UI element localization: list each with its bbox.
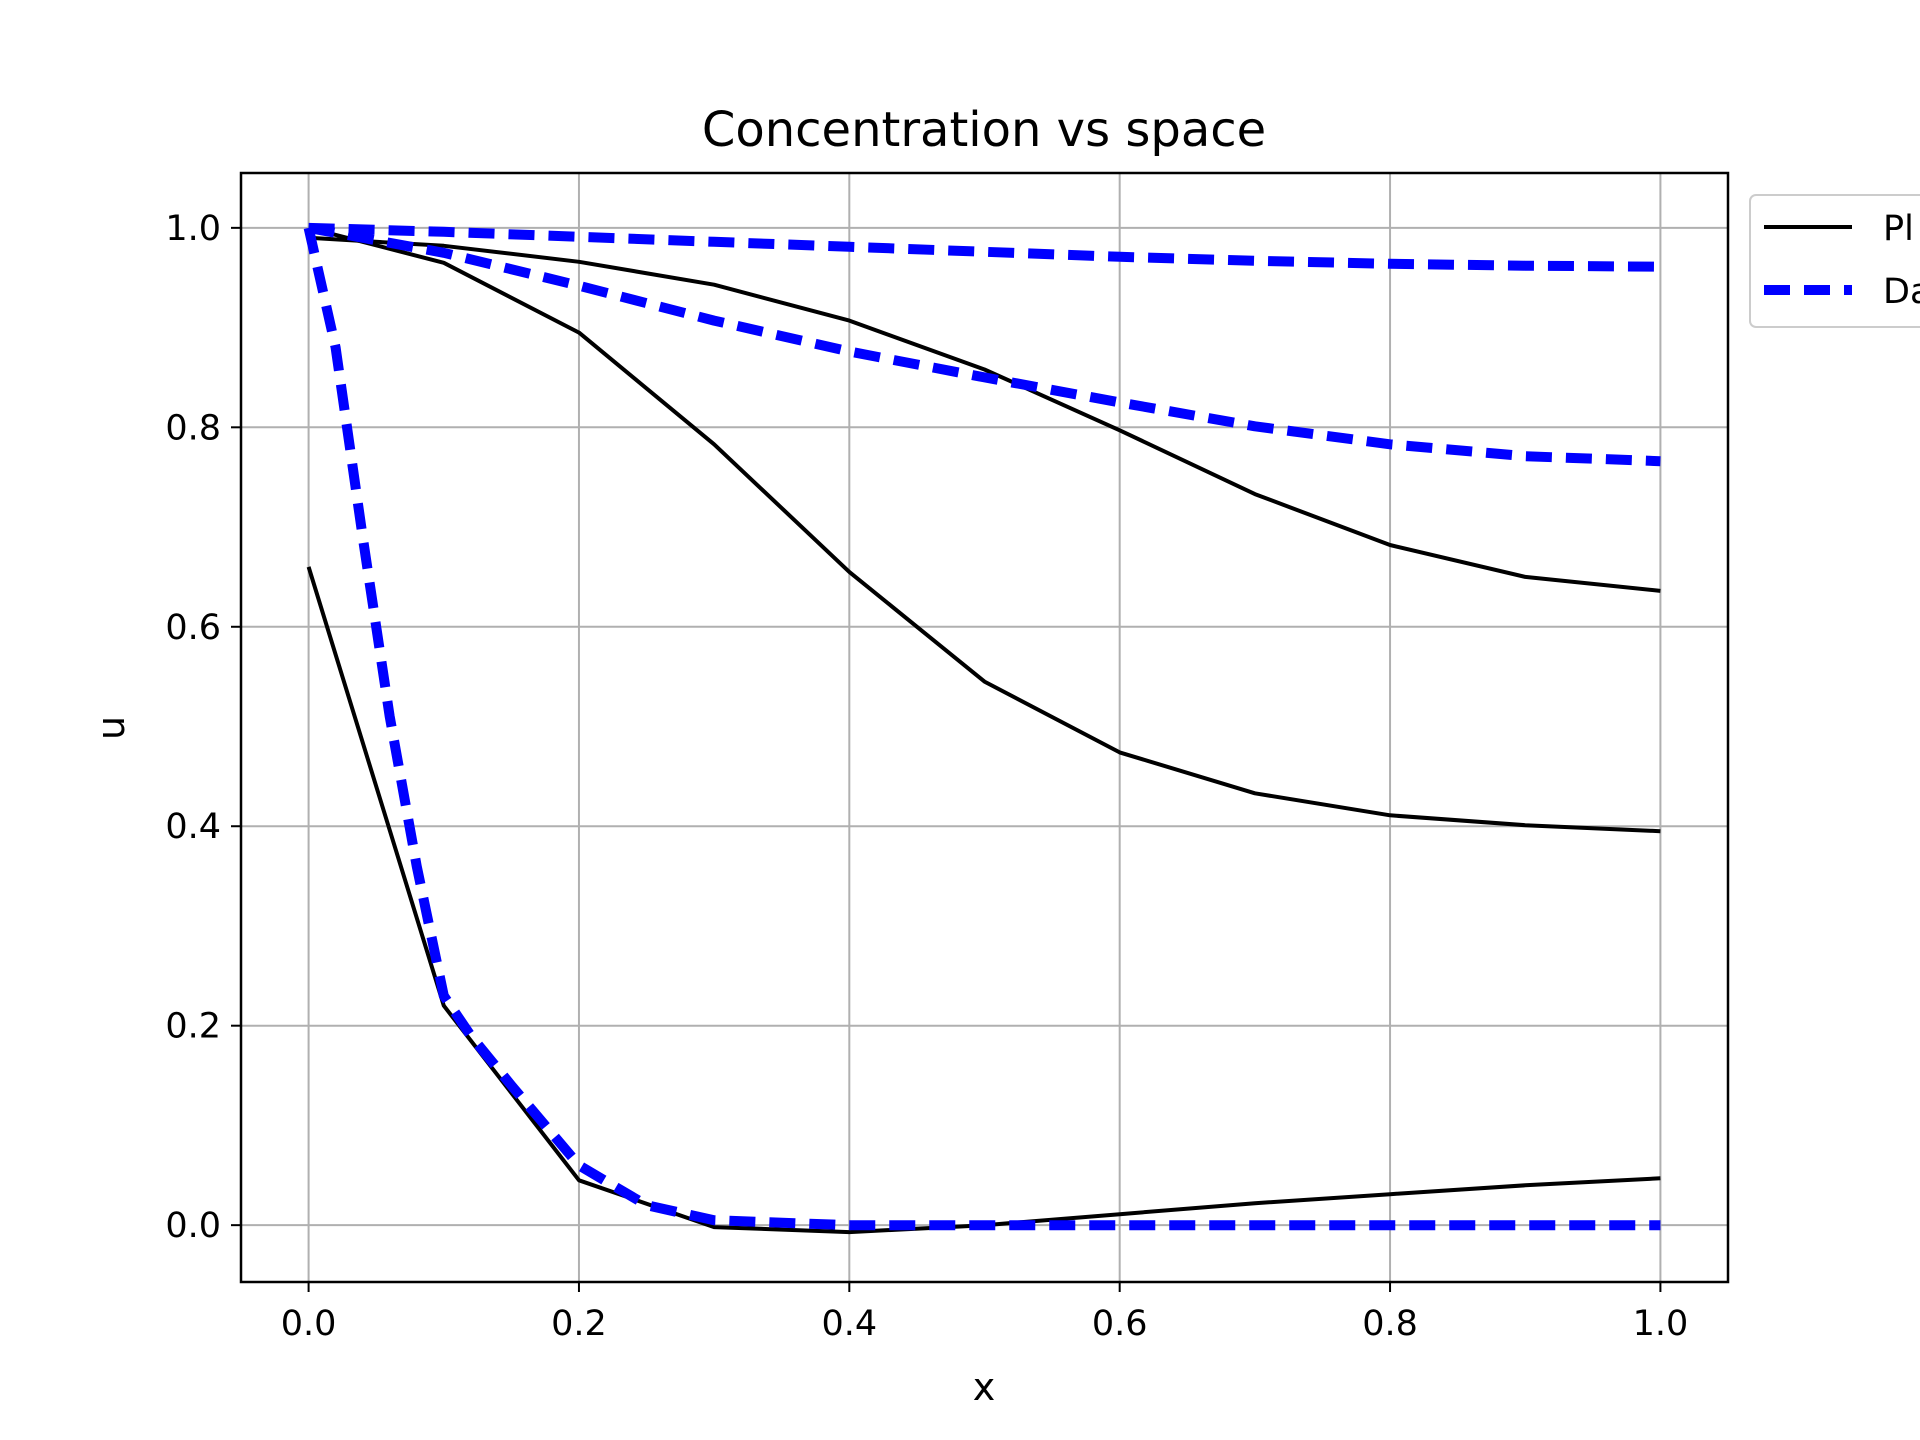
y-tick-label-4: 0.8 [165,408,221,448]
y-tick-label-1: 0.2 [165,1007,221,1047]
chart-title: Concentration vs space [702,102,1266,158]
x-tick-label-2: 0.4 [821,1304,877,1344]
x-tick-label-3: 0.6 [1092,1304,1148,1344]
y-tick-label-5: 1.0 [165,209,221,249]
x-axis-label: x [973,1365,996,1409]
x-tick-label-1: 0.2 [551,1304,607,1344]
x-tick-label-0: 0.0 [281,1304,337,1344]
y-tick-label-2: 0.4 [165,807,221,847]
y-tick-label-0: 0.0 [165,1206,221,1246]
legend: Pl Da [1749,194,1920,328]
y-axis-label: u [89,716,133,740]
series-lines [303,222,1661,1235]
axis-ticks: 0.0 0.2 0.4 0.6 0.8 1.0 0.0 0.2 0.4 0.6 0.8 1.0 [165,209,1688,1344]
legend-da-label: Da [1883,272,1920,312]
series-line-da-4 [307,222,1661,467]
series-line-pl-2 [308,235,1661,593]
series-line-pl-1 [308,225,1661,834]
legend-pl-label: Pl [1883,209,1914,249]
grid [241,173,1728,1282]
y-tick-label-3: 0.6 [165,608,221,648]
series-line-da-5 [308,222,1661,272]
x-tick-label-4: 0.8 [1362,1304,1418,1344]
series-line-da-3 [303,226,1661,1231]
plot-frame [239,171,1730,1284]
x-tick-label-5: 1.0 [1633,1304,1689,1344]
